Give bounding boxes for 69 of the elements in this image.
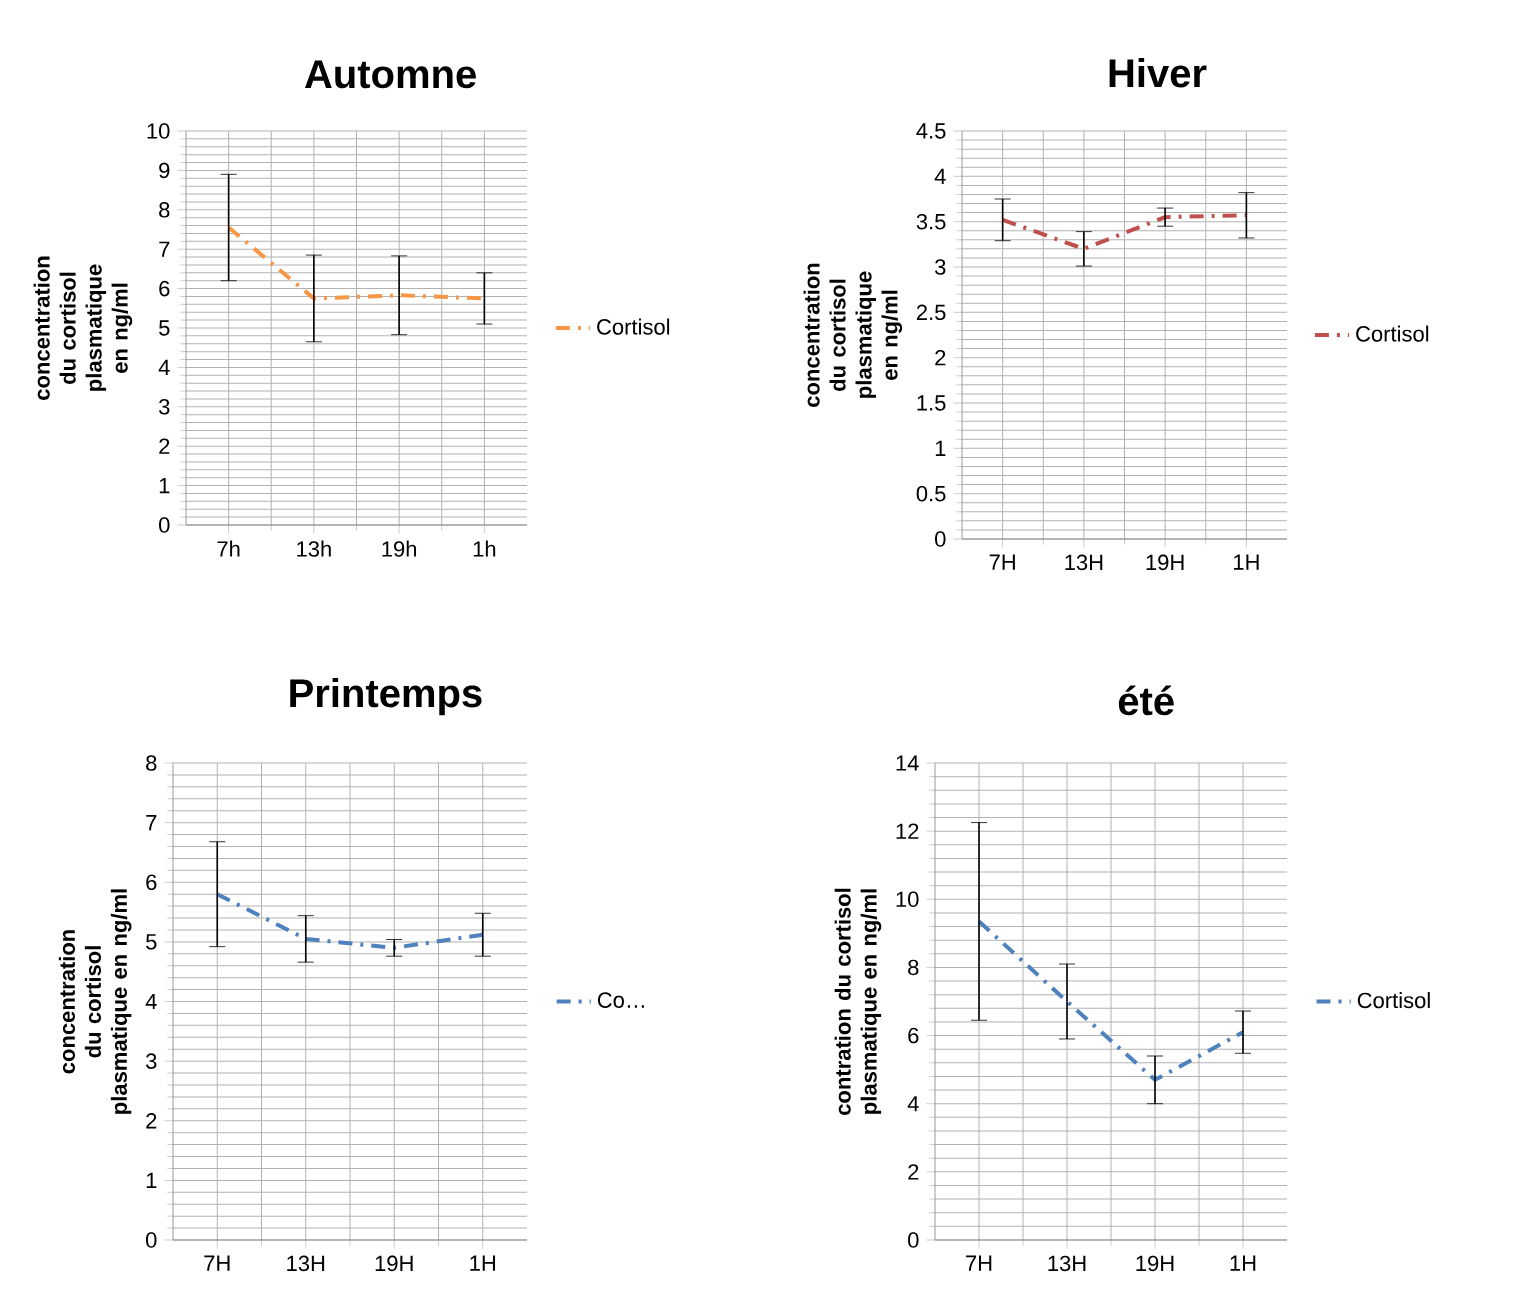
y-tick-label: 3 <box>159 399 170 415</box>
legend-label: Co… <box>597 992 644 1008</box>
y-tick-label: 3 <box>935 259 946 275</box>
y-tick-label: 1 <box>935 440 946 456</box>
legend-label: Cortisol <box>1356 325 1429 342</box>
y-tick-label: 1 <box>146 1172 157 1188</box>
y-tick-label: 6 <box>908 1027 919 1044</box>
y-tick-label: 8 <box>908 959 919 976</box>
x-tick-label: 19H <box>375 1255 413 1272</box>
y-tick-label: 0 <box>935 531 946 547</box>
legend-label: Cortisol <box>1357 992 1430 1009</box>
line-series <box>1000 213 1249 251</box>
x-tick-label: 7H <box>966 1255 992 1271</box>
y-tick-label: 0 <box>146 1232 157 1248</box>
legend-label: Cortisol <box>597 318 670 335</box>
y-tick-label: 10 <box>896 891 919 908</box>
line-series <box>977 919 1245 1082</box>
y-tick-label: 4 <box>934 168 946 184</box>
y-tick-label: 2.5 <box>916 304 946 321</box>
y-tick-label: 4 <box>907 1096 919 1112</box>
y-tick-label: 0.5 <box>916 485 946 502</box>
x-tick-label: 13H <box>1048 1255 1086 1272</box>
x-tick-label: 1h <box>473 540 496 557</box>
y-tick-label: 4.5 <box>916 123 946 139</box>
x-tick-label: 1H <box>470 1255 495 1271</box>
y-axis-title: concentration du cortisol plasmatique en ng/ml <box>33 256 133 400</box>
y-tick-label: 1 <box>159 478 170 494</box>
y-tick-label: 5 <box>159 320 170 336</box>
y-tick-label: 4 <box>158 359 170 375</box>
y-tick-label: 0 <box>159 517 170 533</box>
y-tick-label: 2 <box>146 1113 157 1129</box>
y-tick-label: 5 <box>146 934 157 950</box>
y-tick-label: 0 <box>908 1232 919 1248</box>
y-tick-label: 8 <box>146 755 157 771</box>
y-tick-label: 7 <box>159 241 170 257</box>
y-tick-label: 7 <box>146 815 157 831</box>
y-axis-title: concentration du cortisol plasmatique en ng/ml <box>803 263 903 407</box>
x-tick-label: 13H <box>287 1255 325 1272</box>
y-tick-label: 10 <box>147 123 170 139</box>
x-tick-label: 1H <box>1233 554 1259 570</box>
y-tick-label: 4 <box>145 993 157 1010</box>
x-tick-label: 7H <box>989 554 1015 570</box>
x-tick-label: 19H <box>1146 554 1184 571</box>
chart-title: Printemps <box>290 678 482 716</box>
chart-title: Automne <box>304 60 476 89</box>
y-tick-label: 14 <box>896 755 919 771</box>
y-tick-label: 6 <box>159 280 170 297</box>
y-tick-label: 3.5 <box>916 213 946 230</box>
line-series <box>215 892 485 950</box>
x-tick-label: 7H <box>204 1255 230 1271</box>
y-tick-label: 8 <box>159 202 170 218</box>
y-tick-label: 9 <box>159 162 170 179</box>
y-axis-title: contration du cortisol plasmatique en ng/ml <box>834 888 882 1115</box>
x-tick-label: 19H <box>1136 1255 1174 1272</box>
y-tick-label: 6 <box>146 874 157 891</box>
y-tick-label: 3 <box>146 1053 157 1069</box>
y-tick-label: 12 <box>896 823 919 839</box>
x-tick-label: 7h <box>217 540 240 557</box>
y-tick-label: 2 <box>908 1164 919 1180</box>
y-axis-title: concentration du cortisol plasmatique en ng/ml <box>58 889 132 1114</box>
y-tick-label: 2 <box>159 438 170 454</box>
chart-title: Hiver <box>1109 58 1207 88</box>
chart-title: été <box>1118 685 1174 716</box>
y-tick-label: 1.5 <box>917 395 946 411</box>
x-tick-label: 1H <box>1230 1255 1256 1271</box>
y-tick-label: 2 <box>935 350 946 366</box>
x-tick-label: 13h <box>297 540 331 557</box>
x-tick-label: 19h <box>382 540 417 557</box>
x-tick-label: 13H <box>1065 554 1103 571</box>
